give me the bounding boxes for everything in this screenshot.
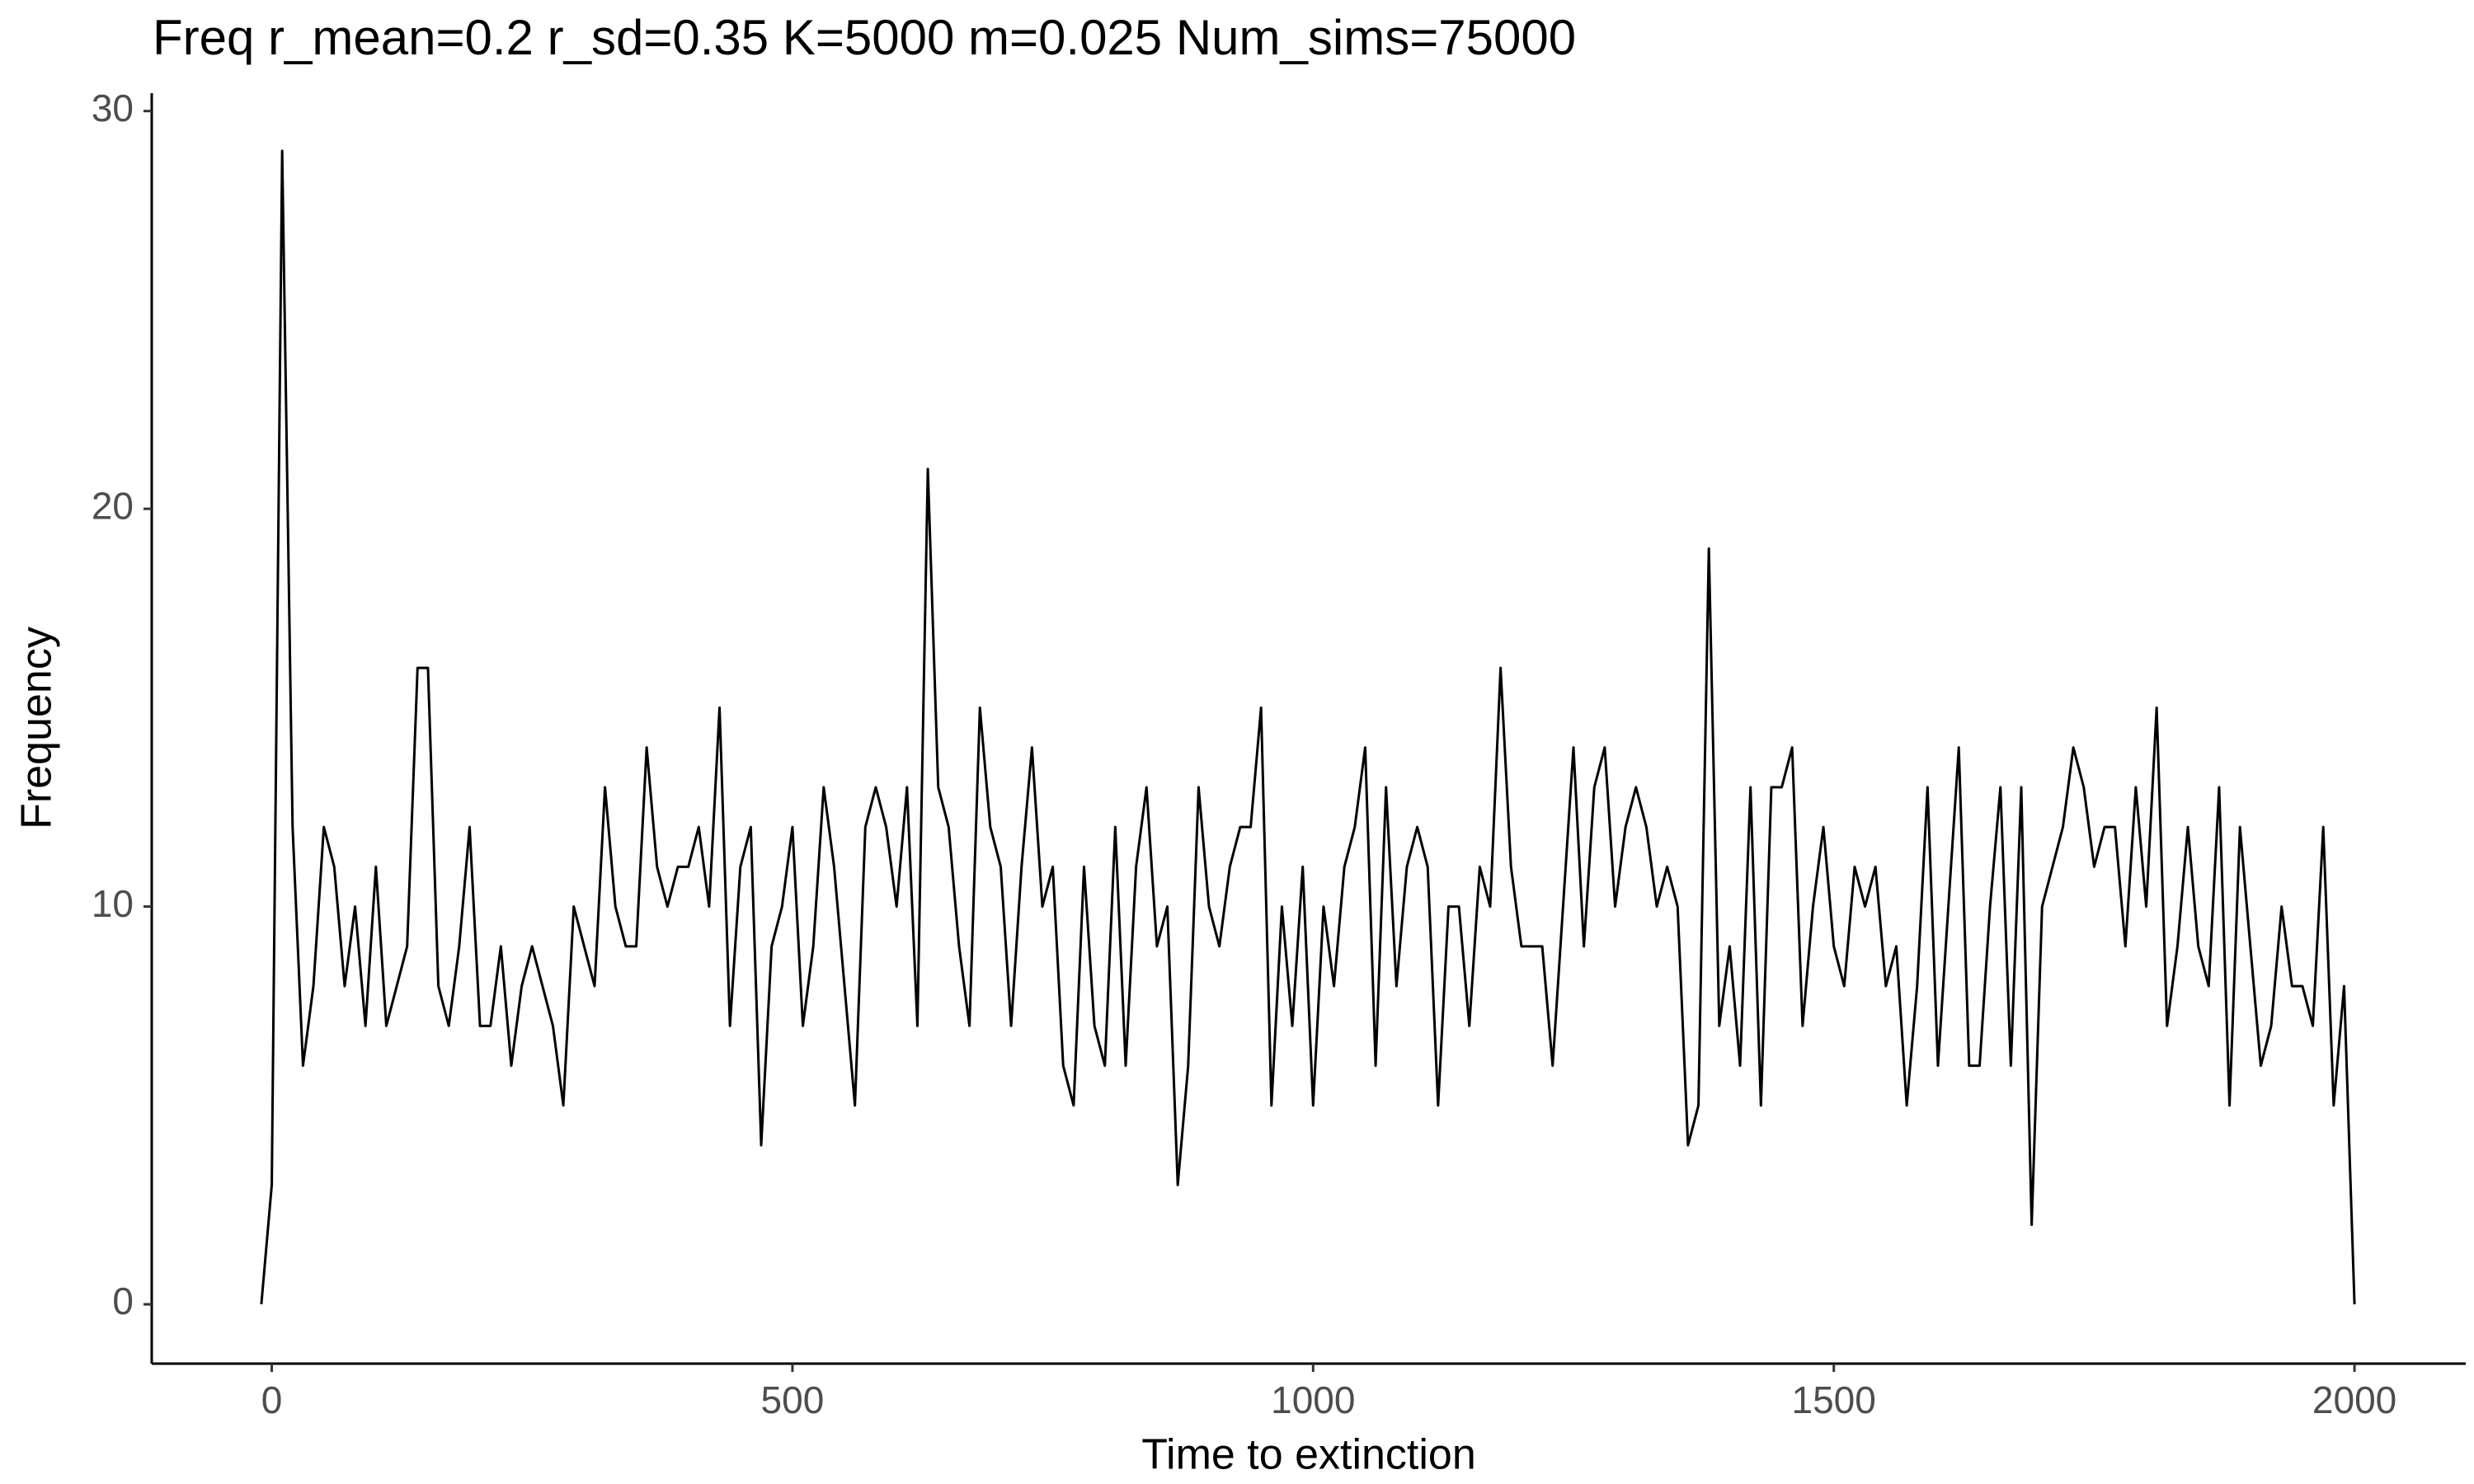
x-tick-label: 500 [761, 1378, 825, 1421]
y-tick-label: 0 [112, 1280, 134, 1322]
x-tick-label: 0 [261, 1378, 283, 1421]
y-tick-label: 30 [92, 87, 134, 129]
x-tick-label: 1000 [1271, 1378, 1355, 1421]
y-tick-label: 20 [92, 484, 134, 527]
y-tick-label: 10 [92, 882, 134, 925]
x-axis-title: Time to extinction [1141, 1431, 1476, 1479]
x-tick-label: 1500 [1792, 1378, 1876, 1421]
y-axis-title: Frequency [13, 627, 61, 829]
data-line [260, 149, 2356, 1305]
chart-title: Freq r_mean=0.2 r_sd=0.35 K=5000 m=0.025… [153, 10, 1576, 65]
x-tick-label: 2000 [2312, 1378, 2396, 1421]
